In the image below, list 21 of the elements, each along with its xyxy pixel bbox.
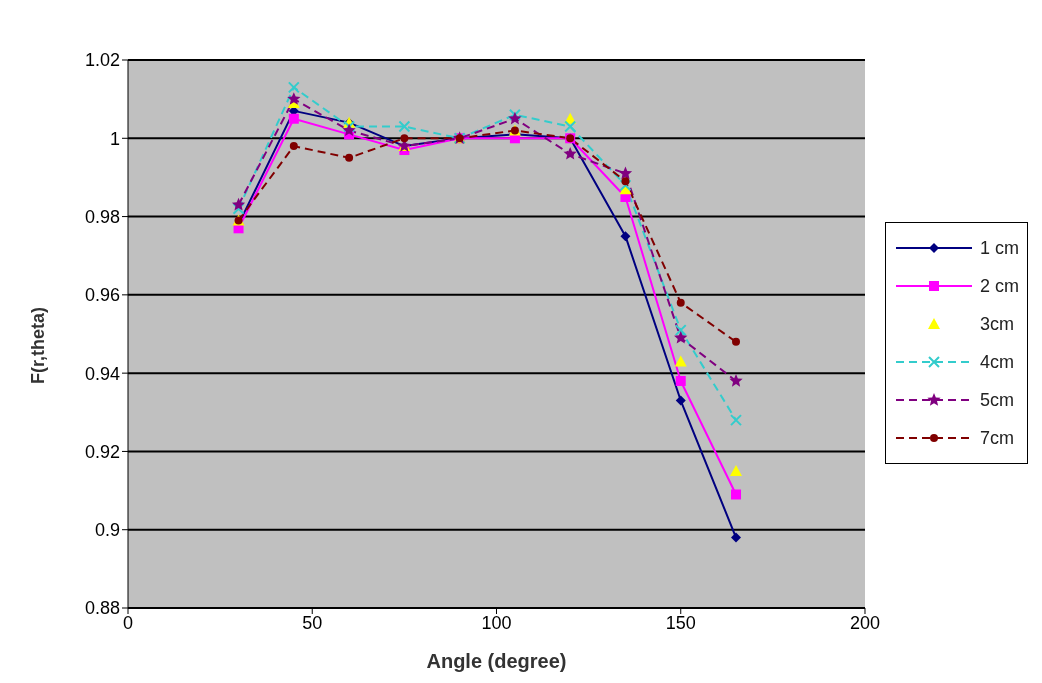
x-tick-label: 0 bbox=[122, 612, 134, 633]
x-tick-label: 100 bbox=[481, 612, 512, 633]
y-axis-title: F(r,theta) bbox=[28, 306, 49, 384]
x-axis-title: Angle (degree) bbox=[426, 650, 567, 672]
x-tick-label: 50 bbox=[302, 612, 323, 633]
legend-label: 3cm bbox=[979, 313, 1014, 335]
legend-label: 5cm bbox=[979, 389, 1014, 411]
y-tick-label: 0.94 bbox=[84, 363, 120, 384]
legend-label: 4cm bbox=[979, 351, 1014, 373]
y-tick-label: 0.88 bbox=[84, 598, 120, 619]
y-tick-label: 0.96 bbox=[84, 285, 120, 306]
legend-label: 2 cm bbox=[979, 275, 1019, 297]
legend-label: 7cm bbox=[979, 427, 1014, 449]
y-tick-label: 0.98 bbox=[84, 206, 120, 227]
legend-label: 1 cm bbox=[979, 237, 1019, 259]
x-tick-label: 200 bbox=[849, 612, 881, 633]
x-tick-label: 150 bbox=[665, 612, 696, 633]
y-tick-label: 0.92 bbox=[84, 441, 120, 462]
y-tick-label: 1 bbox=[109, 128, 120, 149]
y-tick-label: 0.9 bbox=[94, 520, 120, 541]
y-tick-label: 1.02 bbox=[84, 50, 120, 71]
